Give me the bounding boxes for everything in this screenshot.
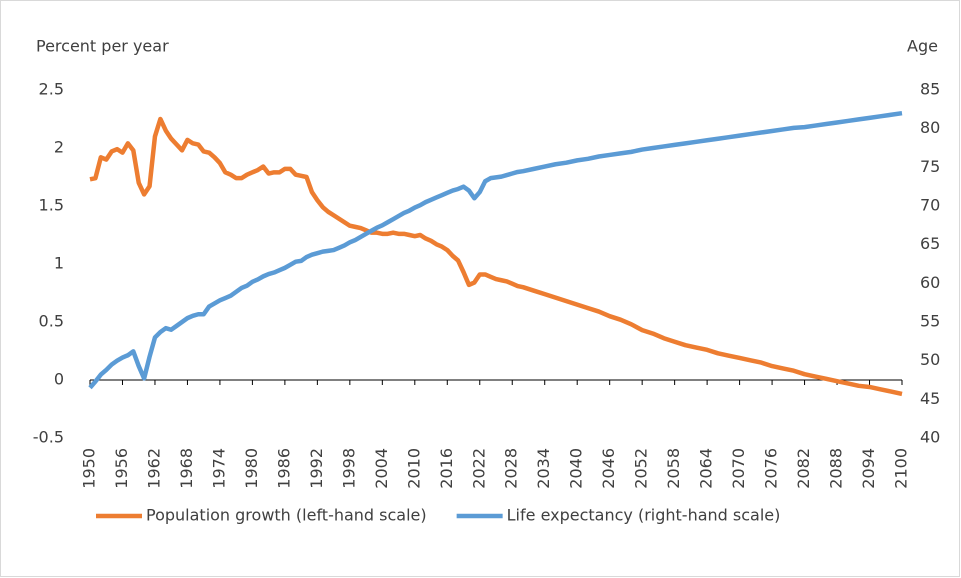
x-tick-label: 2058	[664, 448, 683, 489]
legend-label: Life expectancy (right-hand scale)	[507, 506, 781, 525]
y2-tick-label: 45	[920, 389, 940, 408]
x-tick-label: 2100	[892, 448, 911, 489]
x-tick-label: 1992	[307, 448, 326, 489]
y2-tick-label: 60	[920, 273, 940, 292]
y-tick-label: -0.5	[33, 428, 64, 447]
y2-tick-label: 70	[920, 196, 940, 215]
x-tick-label: 1950	[80, 448, 99, 489]
x-tick-label: 2016	[437, 448, 456, 489]
x-tick-label: 2064	[697, 448, 716, 489]
x-tick-label: 1956	[112, 448, 131, 489]
x-tick-label: 2040	[567, 448, 586, 489]
x-tick-label: 1998	[339, 448, 358, 489]
y-tick-label: 0	[54, 370, 64, 389]
line-series	[89, 116, 903, 397]
x-tick-label: 2094	[859, 448, 878, 489]
x-tick-label: 1980	[242, 448, 261, 489]
y2-tick-label: 40	[920, 428, 940, 447]
x-tick-label: 2034	[534, 448, 553, 489]
x-tick-label: 2010	[404, 448, 423, 489]
y2-tick-label: 65	[920, 234, 940, 253]
x-tick-label: 1974	[209, 448, 228, 489]
x-tick-label: 2022	[469, 448, 488, 489]
y-tick-label: 1.5	[39, 196, 64, 215]
y2-tick-label: 55	[920, 312, 940, 331]
y-tick-label: 2	[54, 138, 64, 157]
y2-tick-label: 75	[920, 157, 940, 176]
x-tick-label: 2004	[372, 448, 391, 489]
line-series	[88, 110, 903, 390]
x-tick-label: 2082	[794, 448, 813, 489]
x-tick-label: 1962	[144, 448, 163, 489]
x-tick-label: 2088	[827, 448, 846, 489]
y2-axis-title: Age	[907, 37, 938, 56]
x-tick-label: 2076	[762, 448, 781, 489]
y-tick-label: 0.5	[39, 312, 64, 331]
x-tick-label: 2052	[632, 448, 651, 489]
y-axis-title: Percent per year	[36, 37, 169, 56]
x-tick-label: 2028	[502, 448, 521, 489]
x-tick-label: 2046	[599, 448, 618, 489]
y2-tick-label: 50	[920, 350, 940, 369]
y-tick-label: 1	[54, 254, 64, 273]
x-tick-label: 1968	[177, 448, 196, 489]
y2-tick-label: 85	[920, 80, 940, 99]
x-tick-label: 2070	[729, 448, 748, 489]
y2-tick-label: 80	[920, 118, 940, 137]
y-tick-label: 2.5	[39, 80, 64, 99]
legend-label: Population growth (left-hand scale)	[146, 506, 427, 525]
x-tick-label: 1986	[274, 448, 293, 489]
